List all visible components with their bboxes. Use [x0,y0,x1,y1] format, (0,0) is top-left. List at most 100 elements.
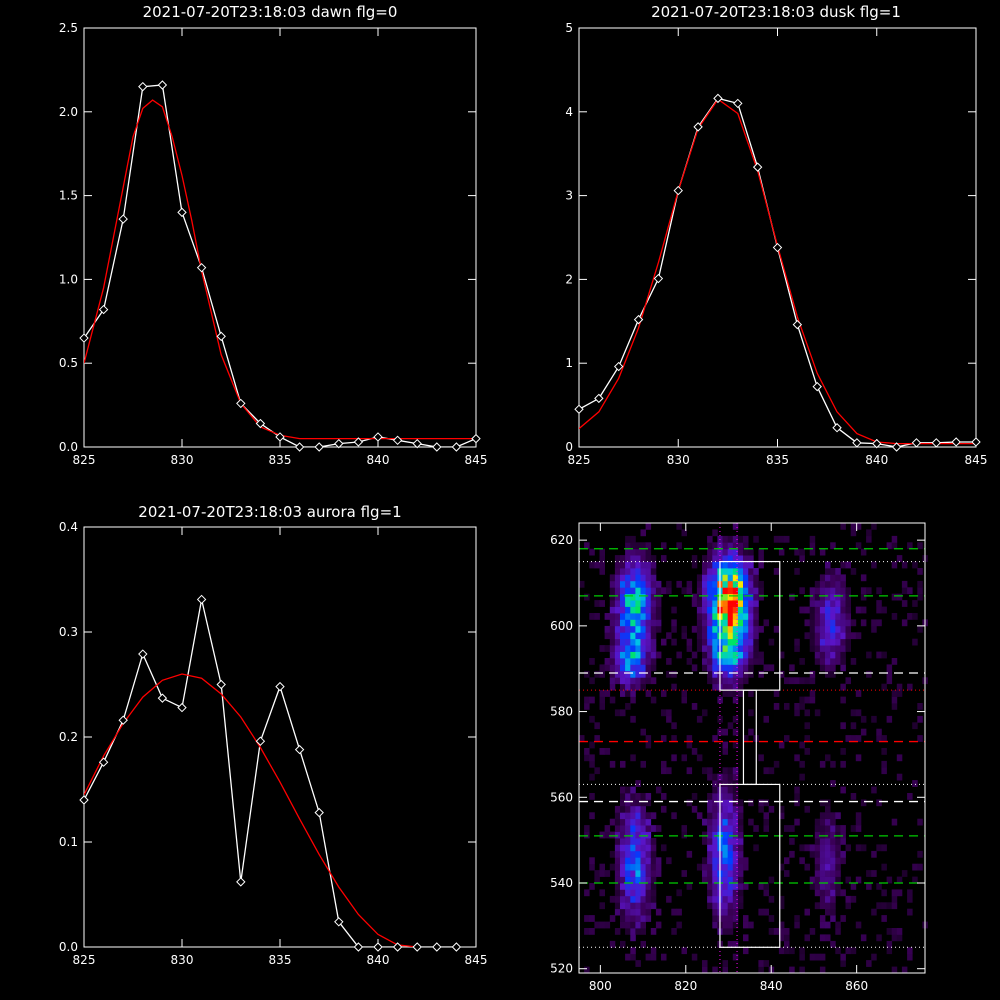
heatmap-cell [784,940,790,948]
heatmap-cell [773,690,780,697]
heatmap-cell [635,542,641,550]
heatmap-cell [620,574,626,582]
heatmap-cell [702,863,708,871]
heatmap-cell [666,632,672,640]
heatmap-cell [650,606,657,614]
heatmap-cell [830,825,836,832]
heatmap-cell [845,735,851,742]
heatmap-cell [661,638,667,646]
heatmap-cell [712,793,718,800]
heatmap-cell [712,529,718,537]
heatmap-cell [635,670,641,678]
aurora-data-point [216,679,226,690]
heatmap-cell [620,908,626,916]
heatmap-cell [825,645,831,652]
heatmap-cell [891,561,898,569]
heatmap-cell [630,593,636,601]
heatmap-cell [661,555,667,562]
dawn-data-point [334,438,344,449]
heatmap-cell [712,889,718,897]
heatmap-cell [635,568,641,575]
heatmap-cell [825,651,831,659]
heatmap-cell [794,754,800,762]
heatmap-cell [645,863,652,871]
heatmap-cell [722,632,728,640]
heatmap-cell [712,651,718,659]
heatmap-cell [712,966,718,974]
dusk-y-tick-label: 2 [565,272,573,286]
heatmap-cell [850,793,857,800]
heatmap-cell [686,850,693,858]
heatmap-cell [630,818,636,826]
heatmap-cell [891,889,898,897]
heatmap-cell [784,535,790,543]
heatmap-cell [584,696,590,704]
heatmap-cell [799,773,805,781]
heatmap-cell [753,619,759,627]
heatmap-cell [860,587,867,595]
dusk-data-point [792,319,803,330]
heatmap-cell [732,908,739,916]
heatmap-cell [809,645,816,652]
heatmap-cell [732,728,739,736]
heatmap-cell [917,850,923,858]
heatmap-cell [614,600,621,607]
heatmap-cell [727,593,734,601]
heatmap-cell [789,593,795,601]
heatmap-cell [835,812,841,820]
heatmap-cell [645,876,652,884]
heatmap-cell [763,619,769,627]
heatmap-cell [886,940,893,948]
heatmap-cell [625,548,631,556]
heatmap-cell [625,799,631,807]
heatmap-cell [753,651,759,659]
heatmap-cell [727,883,734,890]
heatmap-cell [758,883,764,890]
heatmap-cell [625,638,631,646]
heatmap-cell [630,805,636,813]
heatmap-cell [620,587,626,595]
heatmap-cell [712,658,718,665]
heatmap-cell [732,561,739,569]
heatmap-cell [620,876,626,884]
dusk-data-point [594,393,604,404]
heatmap-cell [609,670,616,678]
heatmap-cell [819,870,826,877]
heatmap-cell [814,818,821,826]
heatmap-cell [830,831,836,839]
heatmap-cell [650,568,657,575]
heatmap-cell [722,613,728,620]
heatmap-cell [840,889,846,897]
heatmap-cell [707,670,713,678]
heatmap-cell [732,619,739,627]
heatmap-cell [763,960,769,967]
heatmap-cell [620,619,626,627]
heatmap-cell [743,677,749,685]
heatmap-cell [748,580,754,588]
heatmap-cell [589,812,595,820]
heatmap-cell [814,857,821,865]
heatmap-cell [625,683,631,691]
heatmap-cell [871,625,877,633]
heatmap-cell [655,908,662,916]
heatmap-cell [748,670,754,678]
heatmap-cell [830,902,836,910]
heatmap-cell [835,863,841,871]
heatmap-cell [819,838,826,845]
heatmap-cell [650,857,657,865]
heatmap-cell [748,651,754,659]
heatmap-cell [727,825,734,832]
heatmap-cell [825,902,831,910]
heatmap-cell [753,844,759,852]
heatmap-cell [620,632,626,640]
heatmap-cell [845,632,851,640]
heatmap-cell [722,895,728,903]
heatmap-cell [840,915,846,922]
heatmap-cell [830,915,836,922]
heatmap-cell [645,542,652,550]
aurora-data-point [275,681,285,692]
heatmap-cell [722,805,728,813]
heatmap-cell [620,561,626,569]
heatmap-cell [655,870,662,877]
heatmap-cell [753,606,759,614]
